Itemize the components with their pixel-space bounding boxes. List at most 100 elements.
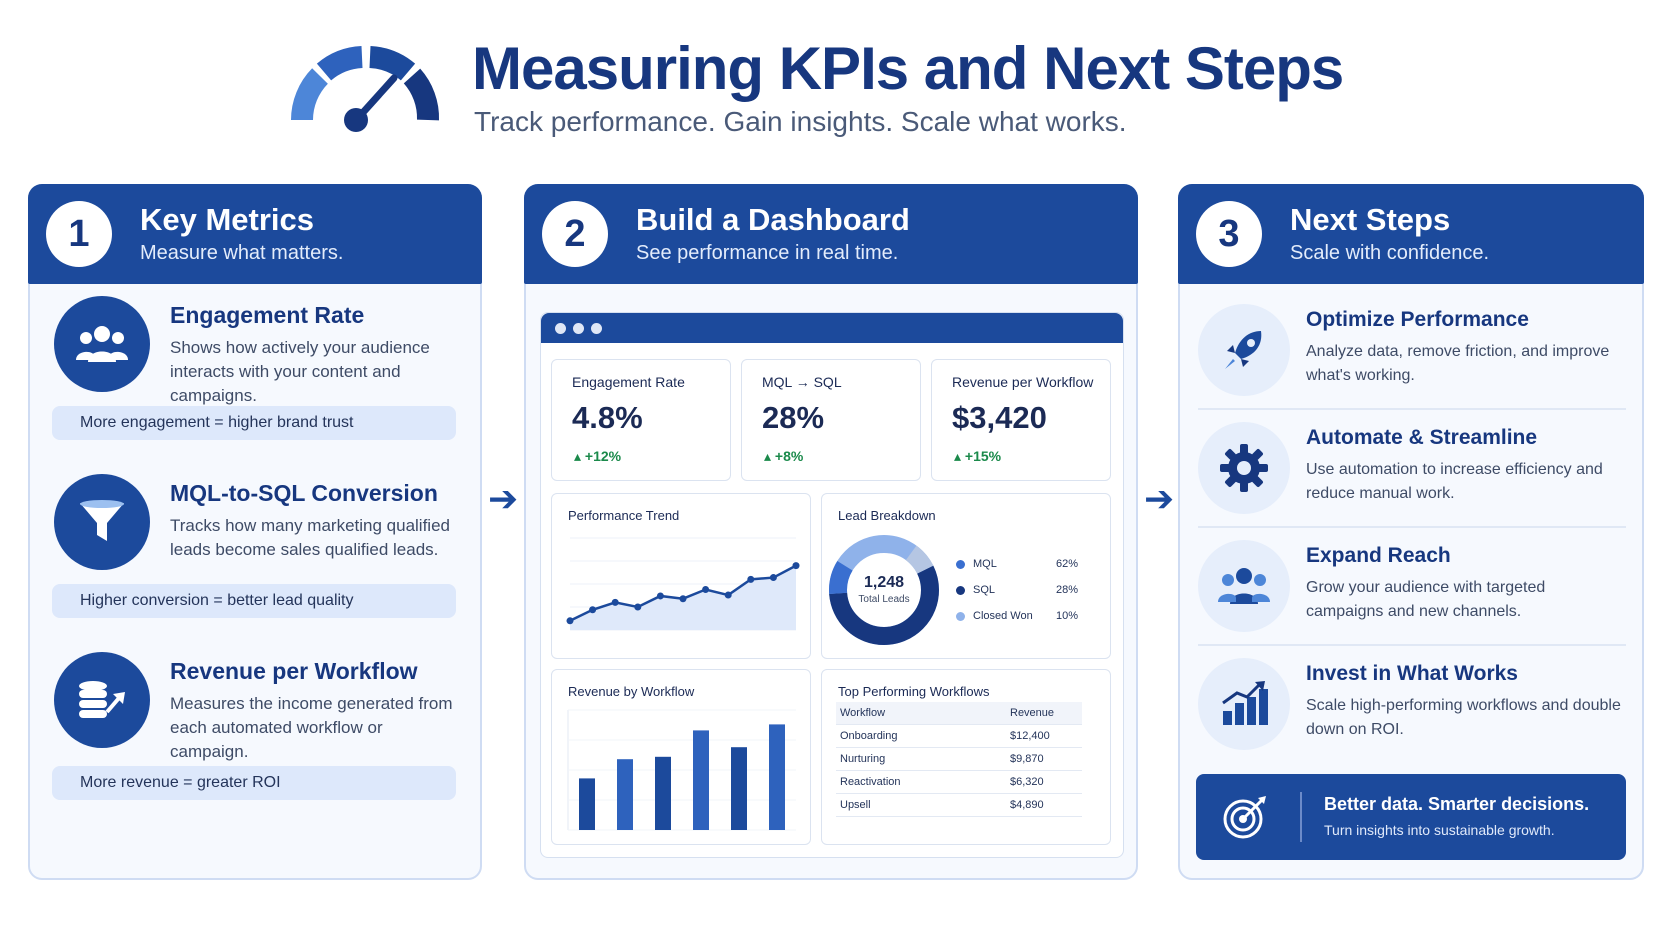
chart-title: Lead Breakdown	[838, 508, 936, 523]
up-arrow-icon: ▴	[764, 448, 775, 464]
step-title: Invest in What Works	[1306, 662, 1518, 685]
bar	[769, 724, 785, 830]
cell-workflow: Onboarding	[840, 730, 898, 742]
dashboard-panel: 2 Build a Dashboard See performance in r…	[524, 184, 1138, 880]
metric-note: More revenue = greater ROI	[52, 766, 456, 800]
cell-workflow: Reactivation	[840, 776, 901, 788]
total-leads-value: 1,248	[863, 574, 905, 591]
kpi-value: $3,420	[952, 400, 1047, 435]
window-dot	[591, 323, 602, 334]
donut-chart	[829, 535, 939, 645]
data-point	[769, 574, 777, 582]
step-description: Analyze data, remove friction, and impro…	[1306, 343, 1610, 384]
metric-title: MQL-to-SQL Conversion	[170, 480, 438, 506]
step-expand-reach: Expand Reach Grow your audience with tar…	[1198, 528, 1626, 646]
cell-revenue: $9,870	[1010, 753, 1044, 765]
step-automate-streamline: Automate & Streamline Use automation to …	[1198, 410, 1626, 528]
step-number: 1	[46, 201, 112, 267]
bar	[693, 730, 709, 830]
step-description: Grow your audience with targeted campaig…	[1306, 579, 1546, 620]
cell-workflow: Upsell	[840, 799, 871, 811]
cell-revenue: $4,890	[1010, 799, 1044, 811]
gear-icon	[1198, 422, 1290, 514]
metric-title: Revenue per Workflow	[170, 658, 418, 684]
kpi-delta: ▴ +15%	[954, 448, 1002, 464]
kpi-label: MQL → SQL	[762, 374, 842, 390]
table-header-row: Workflow Revenue	[836, 702, 1082, 725]
page-header: Measuring KPIs and Next Steps Track perf…	[290, 34, 1390, 144]
window-dot	[555, 323, 566, 334]
metric-description: Measures the income generated from each …	[170, 694, 453, 761]
rocket-icon	[1198, 304, 1290, 396]
table-row: Reactivation $6,320	[836, 771, 1082, 794]
table-row: Onboarding $12,400	[836, 725, 1082, 748]
metric-title: Engagement Rate	[170, 302, 365, 328]
cta-subtitle: Turn insights into sustainable growth.	[1324, 822, 1555, 838]
arrow-right-icon: ➔	[1144, 478, 1175, 519]
step-description: Use automation to increase efficiency an…	[1306, 461, 1603, 502]
people-icon	[1198, 540, 1290, 632]
kpi-value: 4.8%	[572, 400, 643, 435]
metric-description: Shows how actively your audience interac…	[170, 338, 430, 405]
funnel-icon	[54, 474, 150, 570]
cell-workflow: Nurturing	[840, 753, 886, 765]
kpi-card: Revenue per Workflow $3,420 ▴ +15%	[931, 359, 1111, 481]
panel-title: Next Steps	[1290, 202, 1451, 237]
target-icon	[1223, 796, 1266, 839]
panel-title: Build a Dashboard	[636, 202, 910, 237]
step-title: Optimize Performance	[1306, 308, 1529, 331]
column-header: Revenue	[1010, 707, 1055, 719]
step-description: Scale high-performing workflows and doub…	[1306, 697, 1621, 738]
performance-trend-card: Performance Trend	[551, 493, 811, 659]
metric-mql-sql-conversion: MQL-to-SQL Conversion Tracks how many ma…	[50, 474, 460, 654]
step-number: 3	[1196, 201, 1262, 267]
up-arrow-icon: ▴	[574, 448, 585, 464]
step-invest-what-works: Invest in What Works Scale high-performi…	[1198, 646, 1626, 764]
bar	[617, 759, 633, 830]
divider	[1198, 408, 1626, 410]
cta-banner: Better data. Smarter decisions. Turn ins…	[1196, 774, 1626, 860]
people-icon	[54, 296, 150, 392]
kpi-card: Engagement Rate 4.8% ▴ +12%	[551, 359, 731, 481]
data-point	[724, 591, 732, 599]
kpi-card: MQL → SQL 28% ▴ +8%	[741, 359, 921, 481]
data-point	[634, 603, 642, 611]
panel-title: Key Metrics	[140, 202, 315, 237]
step-title: Automate & Streamline	[1306, 426, 1538, 449]
legend-item: SQL	[956, 584, 995, 596]
data-point	[611, 598, 619, 606]
step-optimize-performance: Optimize Performance Analyze data, remov…	[1198, 292, 1626, 410]
panel-header: 3 Next Steps Scale with confidence.	[1178, 184, 1644, 284]
data-point	[792, 562, 800, 570]
workflows-table: Workflow Revenue Onboarding $12,400 Nurt…	[836, 702, 1082, 817]
panel-header: 1 Key Metrics Measure what matters.	[28, 184, 482, 284]
page-title: Measuring KPIs and Next Steps	[472, 35, 1344, 102]
page-subtitle: Track performance. Gain insights. Scale …	[474, 106, 1127, 137]
step-number: 2	[542, 201, 608, 267]
table-title: Top Performing Workflows	[838, 684, 990, 699]
speedometer-icon	[291, 46, 440, 132]
legend-pct: 28%	[1056, 584, 1079, 596]
bar-chart-icon	[1198, 658, 1290, 750]
kpi-delta: ▴ +12%	[574, 448, 622, 464]
kpi-label: Engagement Rate	[572, 374, 685, 390]
window-dot	[573, 323, 584, 334]
legend-item: MQL	[956, 558, 997, 570]
kpi-value: 28%	[762, 400, 825, 435]
cell-revenue: $6,320	[1010, 776, 1044, 788]
metric-revenue-per-workflow: Revenue per Workflow Measures the income…	[50, 652, 460, 832]
lead-breakdown-card: Lead Breakdown 1,248 Total Leads MQL 62%…	[821, 493, 1111, 659]
metric-note: Higher conversion = better lead quality	[52, 584, 456, 618]
table-row: Upsell $4,890	[836, 794, 1082, 817]
coins-growth-icon	[54, 652, 150, 748]
data-point	[747, 575, 755, 583]
line-chart	[566, 537, 800, 631]
chart-title: Performance Trend	[568, 508, 680, 523]
divider	[1300, 792, 1302, 842]
data-point	[656, 592, 664, 600]
metric-note: More engagement = higher brand trust	[52, 406, 456, 440]
step-title: Expand Reach	[1306, 544, 1451, 567]
window-title-bar	[541, 313, 1123, 343]
total-leads-label: Total Leads	[858, 594, 910, 605]
metric-description: Tracks how many marketing qualified lead…	[170, 516, 450, 559]
